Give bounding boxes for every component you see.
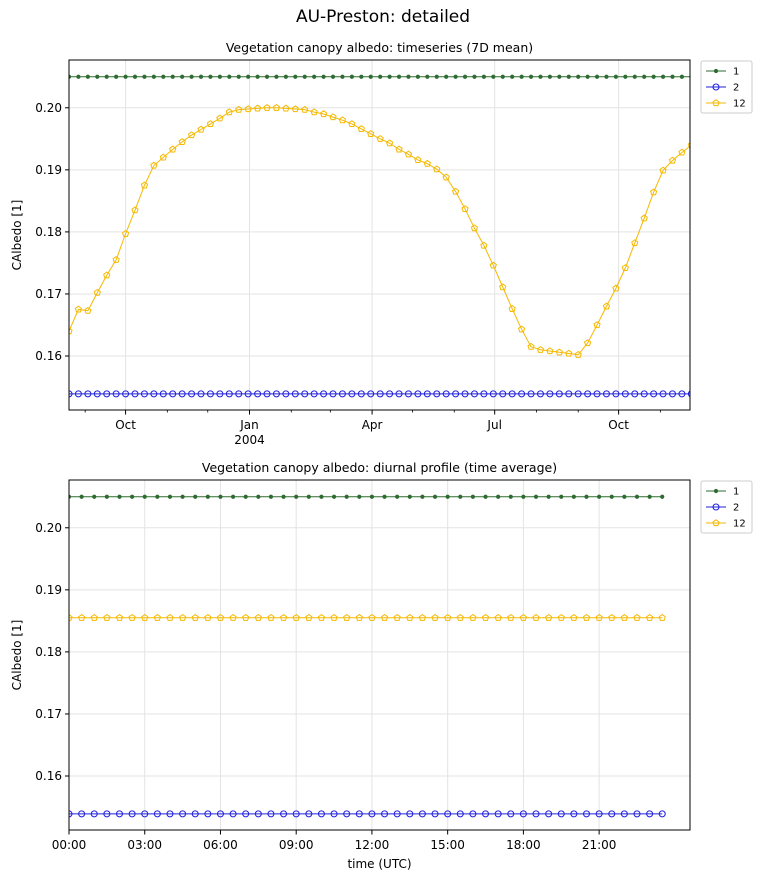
data-point-1 [408, 495, 412, 499]
data-point-1 [534, 495, 538, 499]
data-point-1 [168, 495, 172, 499]
legend-label-2: 2 [733, 503, 739, 514]
grid [69, 480, 690, 830]
data-point-1 [509, 495, 513, 499]
data-point-1 [320, 495, 324, 499]
chart-title: Vegetation canopy albedo: diurnal profil… [202, 460, 557, 475]
y-tick-label: 0.20 [35, 521, 62, 535]
y-tick-label: 0.17 [35, 707, 62, 721]
data-point-1 [610, 495, 614, 499]
data-point-1 [433, 495, 437, 499]
data-point-1 [484, 495, 488, 499]
x-tick-label: 15:00 [430, 838, 465, 852]
data-point-1 [648, 495, 652, 499]
data-point-1 [80, 495, 84, 499]
y-tick-label: 0.16 [35, 769, 62, 783]
data-point-1 [130, 495, 134, 499]
data-point-1 [547, 495, 551, 499]
data-point-1 [294, 495, 298, 499]
data-point-1 [282, 495, 286, 499]
y-tick-label: 0.18 [35, 645, 62, 659]
x-tick-label: 12:00 [355, 838, 390, 852]
legend-marker-1 [714, 489, 718, 493]
data-point-1 [118, 495, 122, 499]
data-point-1 [143, 495, 147, 499]
x-tick-label: 03:00 [127, 838, 162, 852]
x-tick-label: 06:00 [203, 838, 238, 852]
data-point-1 [585, 495, 589, 499]
data-point-1 [332, 495, 336, 499]
data-point-1 [623, 495, 627, 499]
data-point-1 [458, 495, 462, 499]
data-point-1 [522, 495, 526, 499]
data-point-1 [244, 495, 248, 499]
x-tick-label: 09:00 [279, 838, 314, 852]
data-point-1 [307, 495, 311, 499]
series-group [66, 495, 665, 817]
data-point-1 [219, 495, 223, 499]
y-tick-label: 0.19 [35, 583, 62, 597]
data-point-1 [358, 495, 362, 499]
plot-frame [69, 480, 690, 830]
data-point-1 [559, 495, 563, 499]
data-point-1 [572, 495, 576, 499]
data-point-1 [156, 495, 160, 499]
x-tick-label: 18:00 [506, 838, 541, 852]
data-point-1 [269, 495, 273, 499]
data-point-1 [395, 495, 399, 499]
data-point-1 [635, 495, 639, 499]
data-point-1 [471, 495, 475, 499]
legend-label-1: 1 [733, 487, 739, 498]
legend-label-12: 12 [733, 519, 746, 530]
data-point-1 [496, 495, 500, 499]
data-point-1 [105, 495, 109, 499]
data-point-1 [597, 495, 601, 499]
data-point-1 [181, 495, 185, 499]
data-point-1 [257, 495, 261, 499]
data-point-1 [193, 495, 197, 499]
x-axis-label: time (UTC) [347, 857, 411, 871]
data-point-1 [231, 495, 235, 499]
data-point-1 [92, 495, 96, 499]
x-tick-label: 21:00 [582, 838, 617, 852]
data-point-1 [421, 495, 425, 499]
data-point-1 [660, 495, 664, 499]
data-point-1 [370, 495, 374, 499]
data-point-1 [206, 495, 210, 499]
data-point-1 [446, 495, 450, 499]
x-tick-label: 00:00 [52, 838, 87, 852]
data-point-1 [345, 495, 349, 499]
data-point-1 [383, 495, 387, 499]
y-axis-label: CAlbedo [1] [10, 620, 24, 691]
